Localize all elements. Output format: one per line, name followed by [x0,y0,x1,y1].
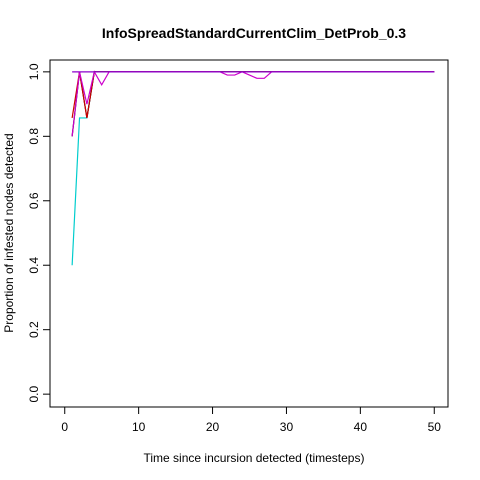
x-tick-label: 30 [280,420,294,434]
x-tick-label: 10 [132,420,146,434]
y-tick-label: 1.0 [27,63,41,80]
chart-title: InfoSpreadStandardCurrentClim_DetProb_0.… [102,25,406,41]
x-axis: 0 10 20 30 40 50 [61,406,442,434]
x-tick-label: 50 [428,420,442,434]
x-tick-label: 0 [61,420,68,434]
x-axis-label: Time since incursion detected (timesteps… [144,451,365,465]
y-tick-label: 0.4 [27,257,41,274]
y-tick-label: 0.6 [27,192,41,209]
y-axis: 0.0 0.2 0.4 0.6 0.8 1.0 [27,63,51,402]
y-tick-label: 0.8 [27,128,41,145]
y-axis-label: Proportion of infested nodes detected [2,133,16,332]
y-tick-label: 0.0 [27,385,41,402]
plot-lines [71,70,435,266]
x-tick-label: 20 [206,420,220,434]
y-tick-label: 0.2 [27,321,41,338]
series-line-4 [71,70,435,137]
x-tick-label: 40 [354,420,368,434]
